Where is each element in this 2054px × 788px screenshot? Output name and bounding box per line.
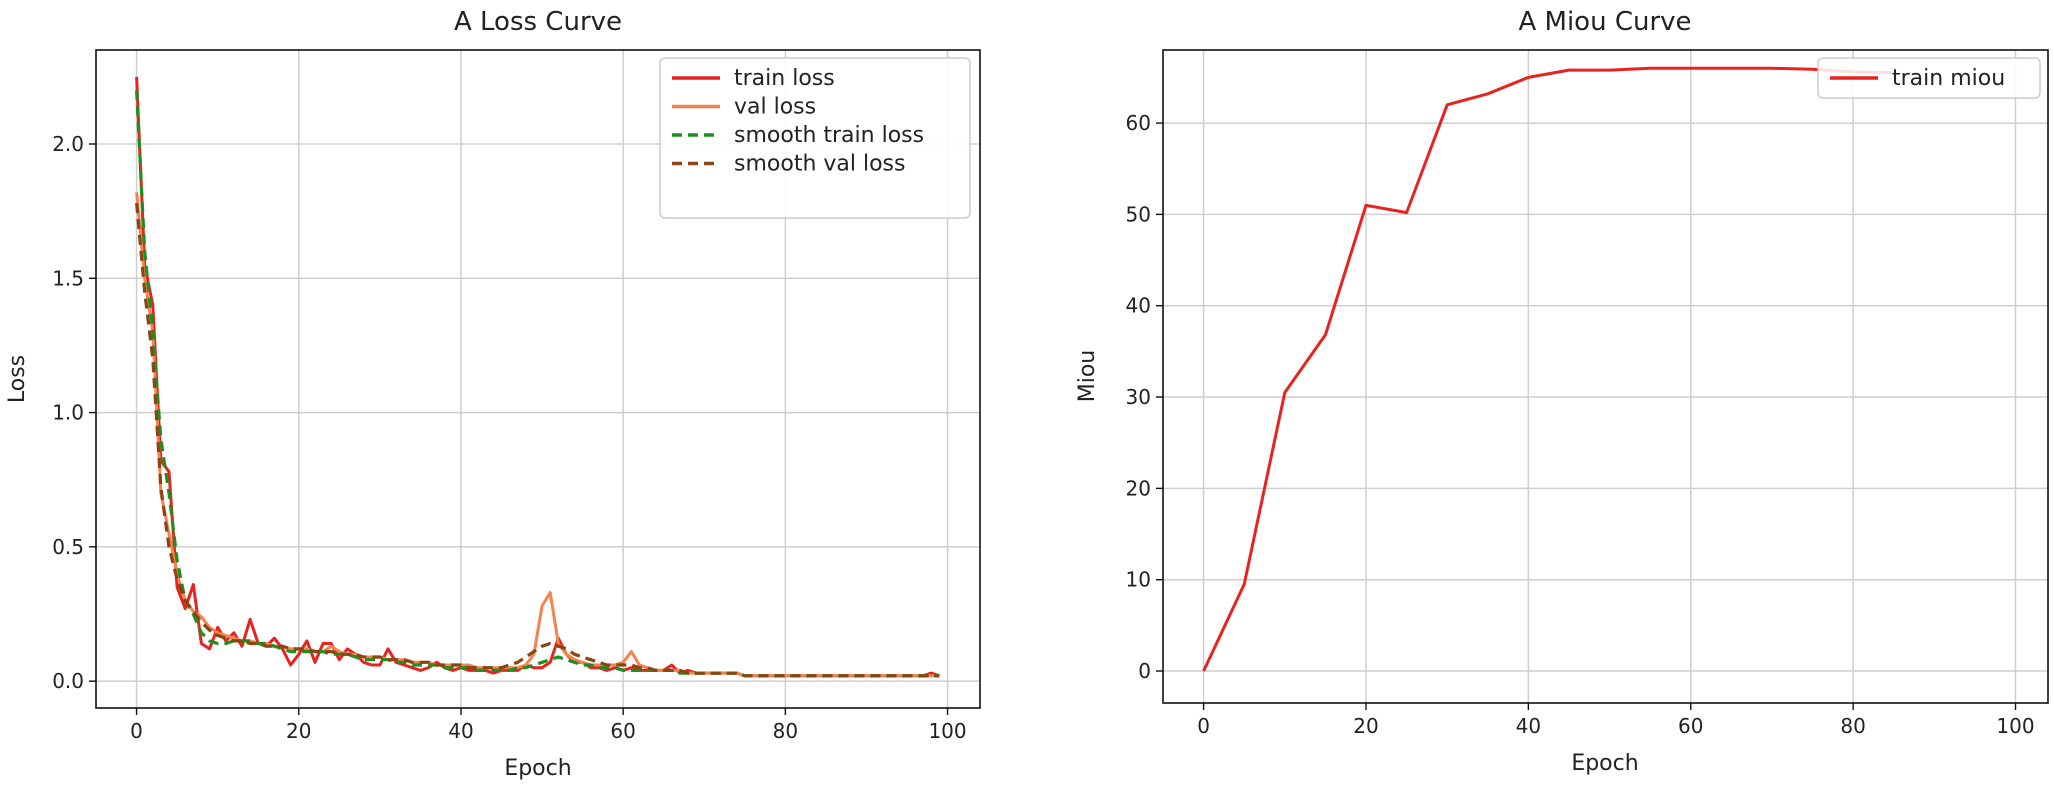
loss-series-line-smooth-val-loss (135, 202, 940, 678)
miou-y-tick-label: 60 (1126, 111, 1151, 135)
miou-x-tick-label: 100 (1996, 714, 2034, 738)
miou-series (1202, 66, 1894, 672)
miou-plot-frame (1162, 49, 2049, 704)
loss-y-tick-label: 1.5 (52, 266, 84, 290)
miou-legend: train miou (1817, 57, 2041, 99)
loss-y-tick-label: 0.5 (52, 535, 84, 559)
loss-x-tick-label: 20 (286, 719, 311, 743)
loss-legend-label: smooth train loss (734, 123, 924, 148)
loss-legend-label: smooth val loss (734, 152, 905, 177)
loss-chart: 0 20 40 60 80 100 0.0 0.5 1.0 1.5 2.0 A Loss Curve… (5, 7, 981, 781)
miou-grid (1163, 50, 2048, 703)
miou-y-tick-label: 30 (1126, 385, 1151, 409)
loss-x-tick-label: 100 (928, 719, 966, 743)
loss-y-axis-label: Loss (5, 355, 30, 403)
loss-x-tick-label: 80 (773, 719, 798, 743)
miou-x-axis-label: Epoch (1571, 751, 1638, 776)
miou-chart: 0 20 40 60 80 100 0 10 20 30 40 50 60 A Miou Curve E… (1075, 7, 2049, 776)
loss-y-tick-label: 0.0 (52, 669, 84, 693)
miou-x-tick-label: 60 (1678, 714, 1703, 738)
loss-legend-label: val loss (734, 95, 816, 120)
loss-legend-box (659, 57, 971, 219)
miou-y-tick-label: 40 (1126, 294, 1151, 318)
miou-y-tick-label: 10 (1126, 568, 1151, 592)
miou-chart-title: A Miou Curve (1518, 7, 1691, 37)
miou-y-tick-label: 50 (1126, 202, 1151, 226)
miou-legend-box (1817, 57, 2041, 99)
miou-series-line-train-miou (1202, 66, 1894, 672)
loss-x-tick-label: 0 (130, 719, 143, 743)
loss-y-tick-label: 1.0 (52, 401, 84, 425)
loss-x-tick-label: 60 (610, 719, 635, 743)
loss-legend-label: train loss (734, 66, 835, 91)
miou-legend-label: train miou (1892, 66, 2005, 91)
loss-ticks: 0 20 40 60 80 100 0.0 0.5 1.0 1.5 2.0 (52, 132, 966, 743)
loss-legend: train loss val loss smooth train loss smoot… (659, 57, 971, 219)
miou-x-tick-label: 80 (1840, 714, 1865, 738)
loss-x-tick-label: 40 (448, 719, 473, 743)
loss-chart-title: A Loss Curve (454, 7, 622, 37)
loss-series (135, 76, 940, 678)
miou-y-tick-label: 0 (1138, 659, 1151, 683)
miou-x-tick-label: 20 (1353, 714, 1378, 738)
loss-plot-frame (95, 49, 981, 709)
miou-x-tick-label: 0 (1197, 714, 1210, 738)
miou-ticks: 0 20 40 60 80 100 0 10 20 30 40 50 60 (1126, 111, 2035, 738)
miou-y-axis-label: Miou (1075, 350, 1100, 403)
miou-x-tick-label: 40 (1516, 714, 1541, 738)
miou-y-tick-label: 20 (1126, 476, 1151, 500)
loss-x-axis-label: Epoch (504, 756, 571, 781)
loss-y-tick-label: 2.0 (52, 132, 84, 156)
